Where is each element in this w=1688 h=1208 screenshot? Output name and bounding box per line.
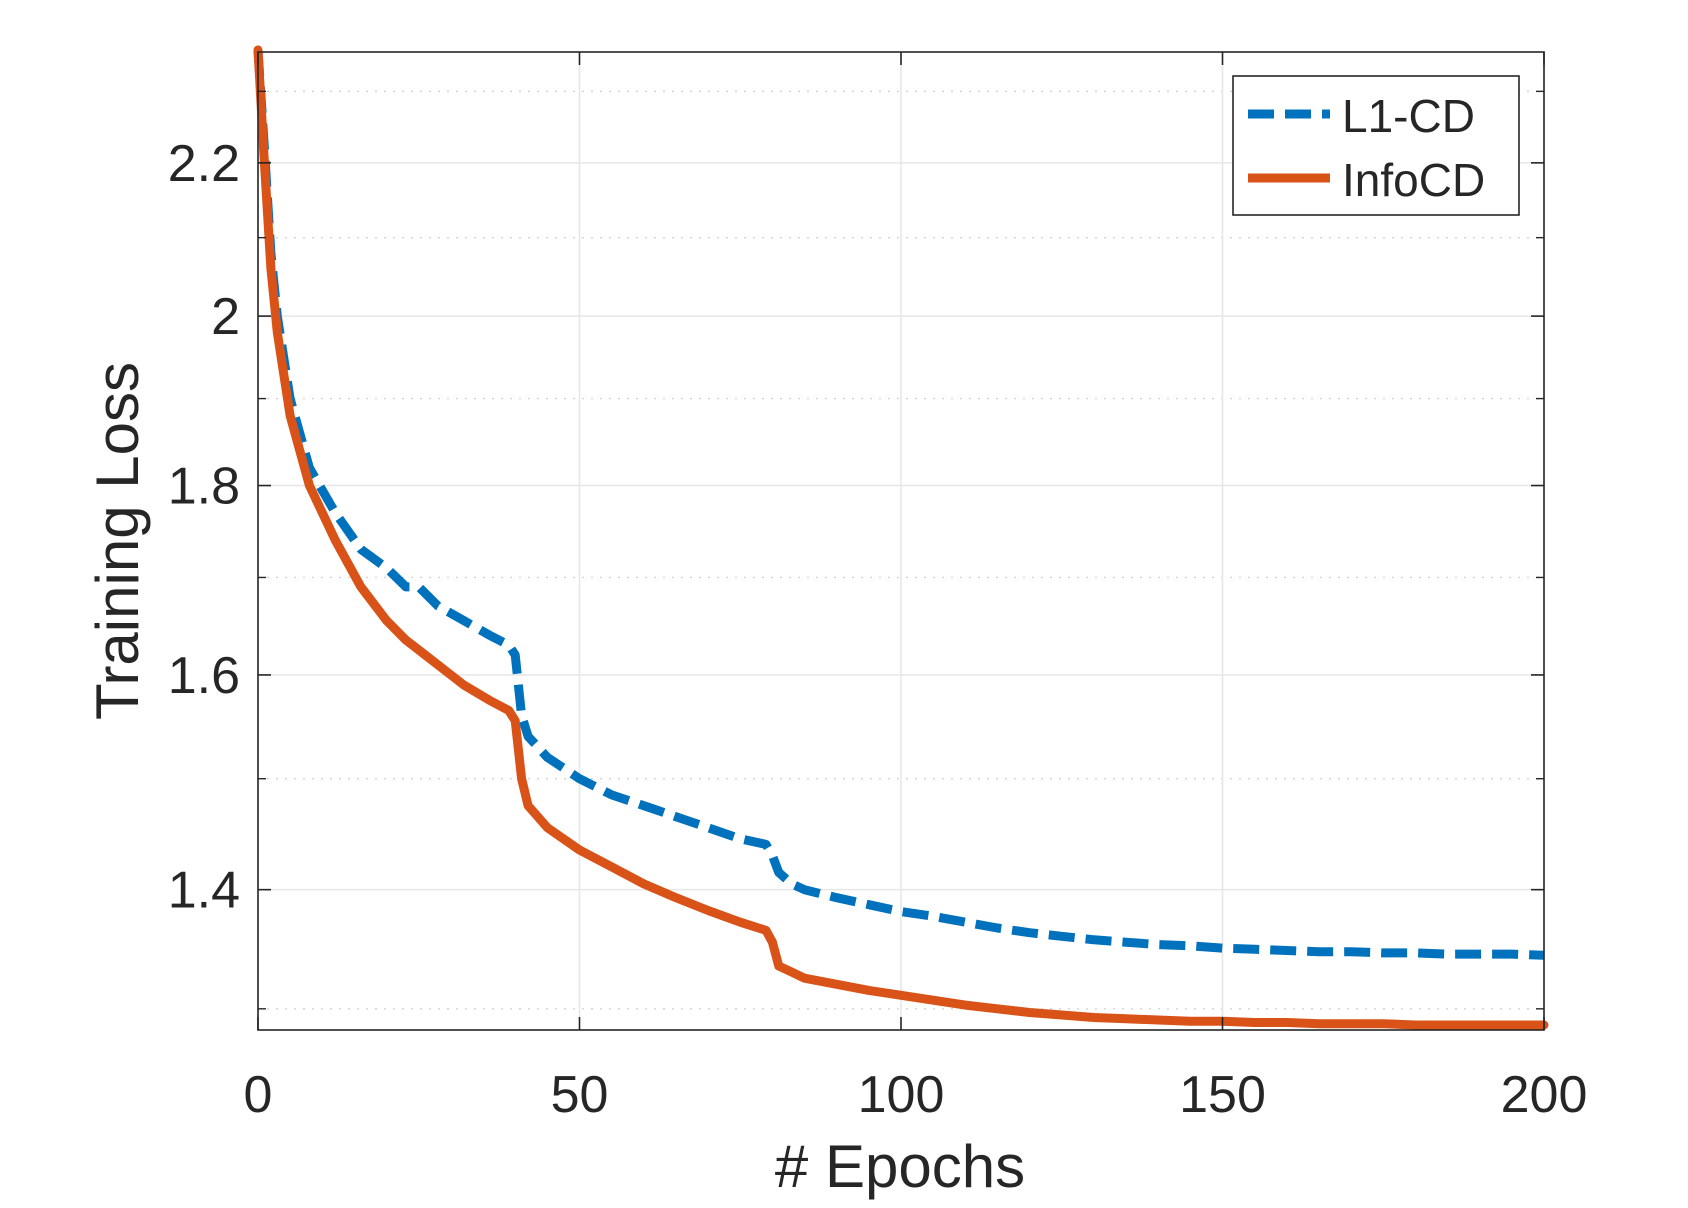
x-tick-label: 150 xyxy=(1179,1066,1266,1124)
series-line-infocd xyxy=(253,45,1549,1030)
legend-label-infocd: InfoCD xyxy=(1342,154,1485,206)
series-line-l1-cd xyxy=(253,49,1545,960)
x-tick-labels: 0 50 100 150 200 xyxy=(244,1066,1588,1124)
legend-box xyxy=(1232,75,1520,216)
y-tick-label: 2.2 xyxy=(168,135,240,193)
y-tick-labels: 1.4 1.6 1.8 2 2.2 xyxy=(168,135,240,920)
legend-label-l1-cd: L1-CD xyxy=(1342,90,1475,142)
y-axis-label: Training Loss xyxy=(84,362,151,720)
x-tick-label: 50 xyxy=(551,1066,609,1124)
y-tick-label: 1.8 xyxy=(168,458,240,516)
y-tick-label: 2 xyxy=(211,288,240,346)
x-tick-label: 200 xyxy=(1501,1066,1588,1124)
x-tick-label: 0 xyxy=(244,1066,273,1124)
x-tick-label: 100 xyxy=(858,1066,945,1124)
axis-ticks xyxy=(257,52,1545,1030)
y-tick-label: 1.4 xyxy=(168,862,240,920)
x-axis-label: # Epochs xyxy=(775,1133,1025,1200)
y-tick-label: 1.6 xyxy=(168,647,240,705)
legend: L1-CD InfoCD xyxy=(1232,75,1520,216)
series-lines xyxy=(253,45,1549,1030)
